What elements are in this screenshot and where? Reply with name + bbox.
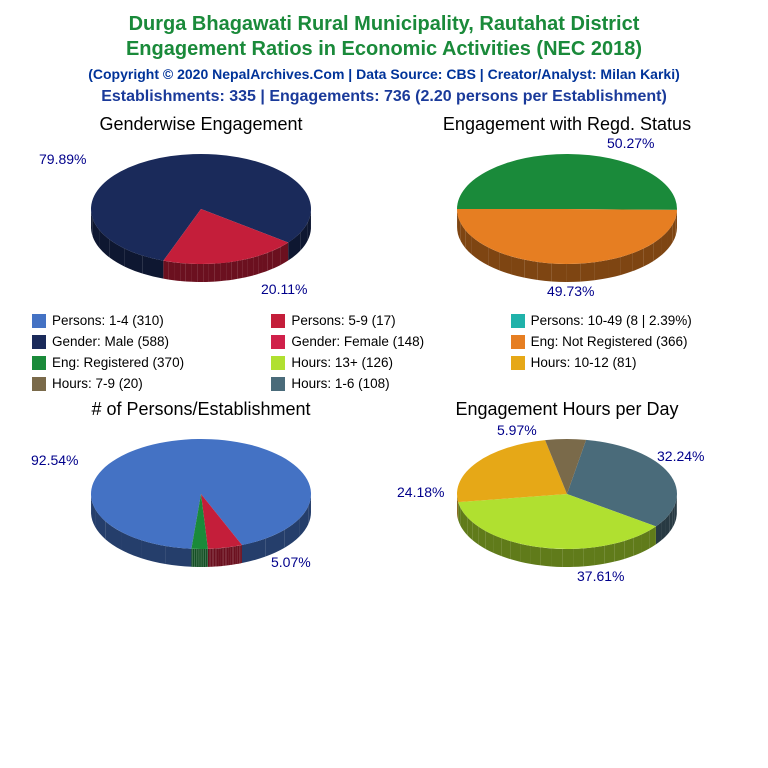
legend-label: Hours: 13+ (126) bbox=[291, 355, 393, 370]
legend-swatch bbox=[271, 356, 285, 370]
legend-swatch bbox=[32, 356, 46, 370]
chart-title-regd: Engagement with Regd. Status bbox=[392, 114, 742, 135]
legend-label: Eng: Not Registered (366) bbox=[531, 334, 688, 349]
chart-regd: Engagement with Regd. Status 50.27% 49.73… bbox=[392, 114, 742, 299]
chart-persons: # of Persons/Establishment 92.54% 5.07% bbox=[26, 399, 376, 584]
pie-percent-label: 92.54% bbox=[31, 452, 78, 468]
pie-chart bbox=[397, 139, 737, 299]
legend-swatch bbox=[271, 335, 285, 349]
subtitle: (Copyright © 2020 NepalArchives.Com | Da… bbox=[18, 66, 750, 82]
legend-item: Gender: Female (148) bbox=[271, 334, 496, 349]
header-block: Durga Bhagawati Rural Municipality, Raut… bbox=[18, 12, 750, 106]
legend-label: Hours: 10-12 (81) bbox=[531, 355, 637, 370]
legend-item: Hours: 13+ (126) bbox=[271, 355, 496, 370]
legend-swatch bbox=[511, 314, 525, 328]
pie-percent-label: 20.11% bbox=[261, 281, 307, 297]
legend-swatch bbox=[32, 377, 46, 391]
legend-swatch bbox=[271, 377, 285, 391]
pie-percent-label: 5.97% bbox=[497, 422, 537, 438]
legend: Persons: 1-4 (310) Persons: 5-9 (17) Perso… bbox=[18, 313, 750, 391]
legend-item: Eng: Not Registered (366) bbox=[511, 334, 736, 349]
legend-item: Hours: 10-12 (81) bbox=[511, 355, 736, 370]
legend-swatch bbox=[32, 335, 46, 349]
title-line-2: Engagement Ratios in Economic Activities… bbox=[18, 37, 750, 62]
chart-gender: Genderwise Engagement 79.89% 20.11% bbox=[26, 114, 376, 299]
legend-label: Persons: 1-4 (310) bbox=[52, 313, 164, 328]
pie-percent-label: 5.07% bbox=[271, 554, 311, 570]
legend-swatch bbox=[511, 356, 525, 370]
charts-row-bottom: # of Persons/Establishment 92.54% 5.07% E… bbox=[18, 399, 750, 584]
pie-percent-label: 32.24% bbox=[657, 448, 704, 464]
legend-label: Persons: 5-9 (17) bbox=[291, 313, 395, 328]
charts-row-top: Genderwise Engagement 79.89% 20.11% Engag… bbox=[18, 114, 750, 299]
legend-item: Gender: Male (588) bbox=[32, 334, 257, 349]
legend-label: Gender: Male (588) bbox=[52, 334, 169, 349]
pie-percent-label: 50.27% bbox=[607, 135, 654, 151]
legend-label: Gender: Female (148) bbox=[291, 334, 424, 349]
legend-item: Persons: 5-9 (17) bbox=[271, 313, 496, 328]
pie-percent-label: 79.89% bbox=[39, 151, 86, 167]
legend-swatch bbox=[32, 314, 46, 328]
title-line-1: Durga Bhagawati Rural Municipality, Raut… bbox=[18, 12, 750, 37]
chart-title-gender: Genderwise Engagement bbox=[26, 114, 376, 135]
pie-chart bbox=[31, 424, 371, 584]
chart-title-hours: Engagement Hours per Day bbox=[392, 399, 742, 420]
pie-slice bbox=[457, 154, 677, 210]
pie-percent-label: 49.73% bbox=[547, 283, 594, 299]
chart-title-persons: # of Persons/Establishment bbox=[26, 399, 376, 420]
legend-item: Persons: 10-49 (8 | 2.39%) bbox=[511, 313, 736, 328]
legend-label: Persons: 10-49 (8 | 2.39%) bbox=[531, 313, 692, 328]
legend-item: Hours: 7-9 (20) bbox=[32, 376, 257, 391]
legend-label: Hours: 1-6 (108) bbox=[291, 376, 389, 391]
chart-hours: Engagement Hours per Day 32.24% 37.61% 24.… bbox=[392, 399, 742, 584]
pie-percent-label: 24.18% bbox=[397, 484, 444, 500]
legend-swatch bbox=[271, 314, 285, 328]
legend-item: Eng: Registered (370) bbox=[32, 355, 257, 370]
legend-swatch bbox=[511, 335, 525, 349]
legend-item: Hours: 1-6 (108) bbox=[271, 376, 496, 391]
summary-line: Establishments: 335 | Engagements: 736 (… bbox=[18, 88, 750, 106]
pie-percent-label: 37.61% bbox=[577, 568, 624, 584]
legend-label: Hours: 7-9 (20) bbox=[52, 376, 143, 391]
legend-item: Persons: 1-4 (310) bbox=[32, 313, 257, 328]
legend-label: Eng: Registered (370) bbox=[52, 355, 184, 370]
